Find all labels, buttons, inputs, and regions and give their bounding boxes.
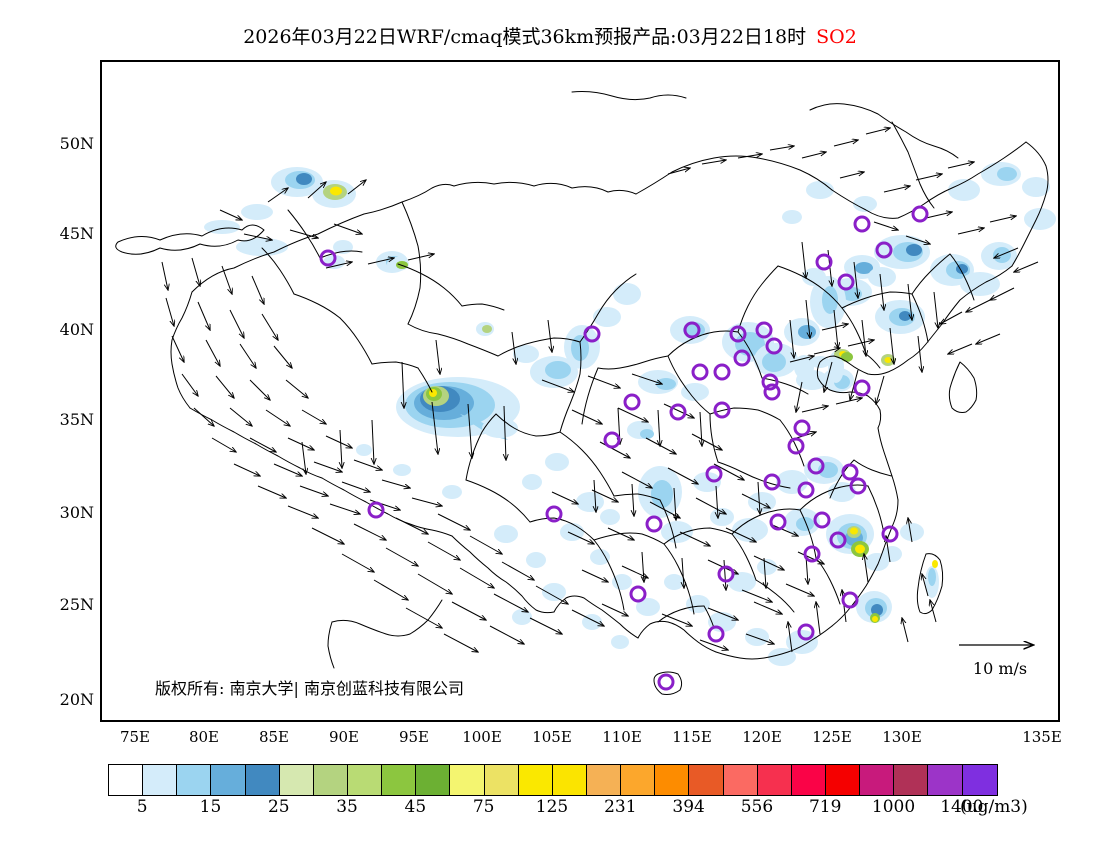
- x-tick-80e: 80E: [188, 728, 220, 746]
- y-tick-35n: 35N: [59, 410, 94, 429]
- x-tick-110e: 110E: [602, 728, 642, 746]
- copyright-text: 版权所有: 南京大学| 南京创蓝科技有限公司: [155, 679, 464, 698]
- colorbar-label-1000: 1000: [871, 797, 916, 817]
- x-tick-105e: 105E: [532, 728, 572, 746]
- y-tick-25n: 25N: [59, 595, 94, 614]
- colorbar-cell-11: [484, 765, 519, 795]
- colorbar-cell-14: [586, 765, 622, 795]
- x-tick-130e: 130E: [882, 728, 922, 746]
- colorbar-label-45: 45: [404, 797, 427, 817]
- colorbar-label-394: 394: [672, 797, 705, 817]
- colorbar-cell-18: [723, 765, 758, 795]
- title-species-label: SO2: [816, 26, 857, 48]
- colorbar-cell-19: [757, 765, 792, 795]
- x-tick-75e: 75E: [119, 728, 151, 746]
- colorbar-label-1400: 1400: [940, 797, 984, 817]
- colorbar-label-15: 15: [199, 797, 222, 817]
- y-tick-30n: 30N: [59, 503, 94, 522]
- x-tick-100e: 100E: [462, 728, 502, 746]
- y-tick-50n: 50N: [59, 134, 94, 153]
- colorbar-label-719: 719: [808, 797, 842, 817]
- wind-scale-arrow-icon: [959, 636, 1045, 654]
- colorbar-cell-22: [860, 765, 895, 795]
- x-tick-135e: 135E: [1022, 728, 1062, 746]
- colorbar-cell-24: [928, 765, 963, 795]
- colorbar-label-556: 556: [740, 797, 774, 817]
- colorbar-cell-25: [962, 765, 997, 795]
- colorbar-cell-0: [109, 765, 144, 795]
- colorbar-cell-20: [791, 765, 826, 795]
- colorbar-cell-16: [655, 765, 690, 795]
- y-tick-20n: 20N: [59, 690, 94, 709]
- station-markers[interactable]: [319, 205, 929, 691]
- colorbar-cell-6: [313, 765, 348, 795]
- colorbar-label-35: 35: [336, 797, 358, 817]
- wind-scale-label: 10 m/s: [972, 659, 1028, 678]
- wind-vector-field: [161, 128, 1039, 652]
- map-plot-area[interactable]: [100, 60, 1060, 722]
- x-tick-90e: 90E: [328, 728, 360, 746]
- map-svg: [115, 91, 1056, 695]
- colorbar-cell-2: [177, 765, 212, 795]
- colorbar-cell-17: [689, 765, 724, 795]
- wind-scale-legend: 10 m/s: [955, 636, 1045, 678]
- colorbar-unit-label: (ug/m3): [960, 797, 1028, 817]
- colorbar-cell-12: [518, 765, 553, 795]
- map-boundaries: [115, 91, 1049, 695]
- colorbar[interactable]: [108, 764, 998, 796]
- colorbar-cell-5: [279, 765, 314, 795]
- y-tick-45n: 45N: [59, 224, 94, 243]
- colorbar-label-25: 25: [267, 797, 290, 817]
- colorbar-cell-1: [143, 765, 178, 795]
- colorbar-cell-15: [621, 765, 656, 795]
- colorbar-cell-8: [382, 765, 417, 795]
- y-tick-40n: 40N: [59, 320, 94, 339]
- colorbar-tick-labels: 5 15 25 35 45 75 125 231 394 556 719 1000 1400: [0, 797, 1100, 823]
- colorbar-cell-23: [894, 765, 929, 795]
- colorbar-label-75: 75: [472, 797, 495, 817]
- colorbar-cell-3: [211, 765, 246, 795]
- x-tick-120e: 120E: [742, 728, 782, 746]
- colorbar-cell-4: [245, 765, 280, 795]
- colorbar-cell-7: [347, 765, 383, 795]
- colorbar-cell-21: [825, 765, 861, 795]
- x-tick-85e: 85E: [258, 728, 290, 746]
- colorbar-label-125: 125: [535, 797, 569, 817]
- chart-title: 2026年03月22日WRF/cmaq模式36km预报产品:03月22日18时 S…: [0, 22, 1100, 49]
- x-tick-95e: 95E: [398, 728, 430, 746]
- colorbar-cell-13: [552, 765, 587, 795]
- title-text: 2026年03月22日WRF/cmaq模式36km预报产品:03月22日18时: [243, 26, 807, 48]
- colorbar-cell-10: [450, 765, 485, 795]
- x-tick-115e: 115E: [672, 728, 712, 746]
- colorbar-cell-9: [416, 765, 451, 795]
- x-tick-125e: 125E: [812, 728, 852, 746]
- colorbar-label-231: 231: [604, 797, 637, 817]
- colorbar-label-5: 5: [136, 797, 148, 817]
